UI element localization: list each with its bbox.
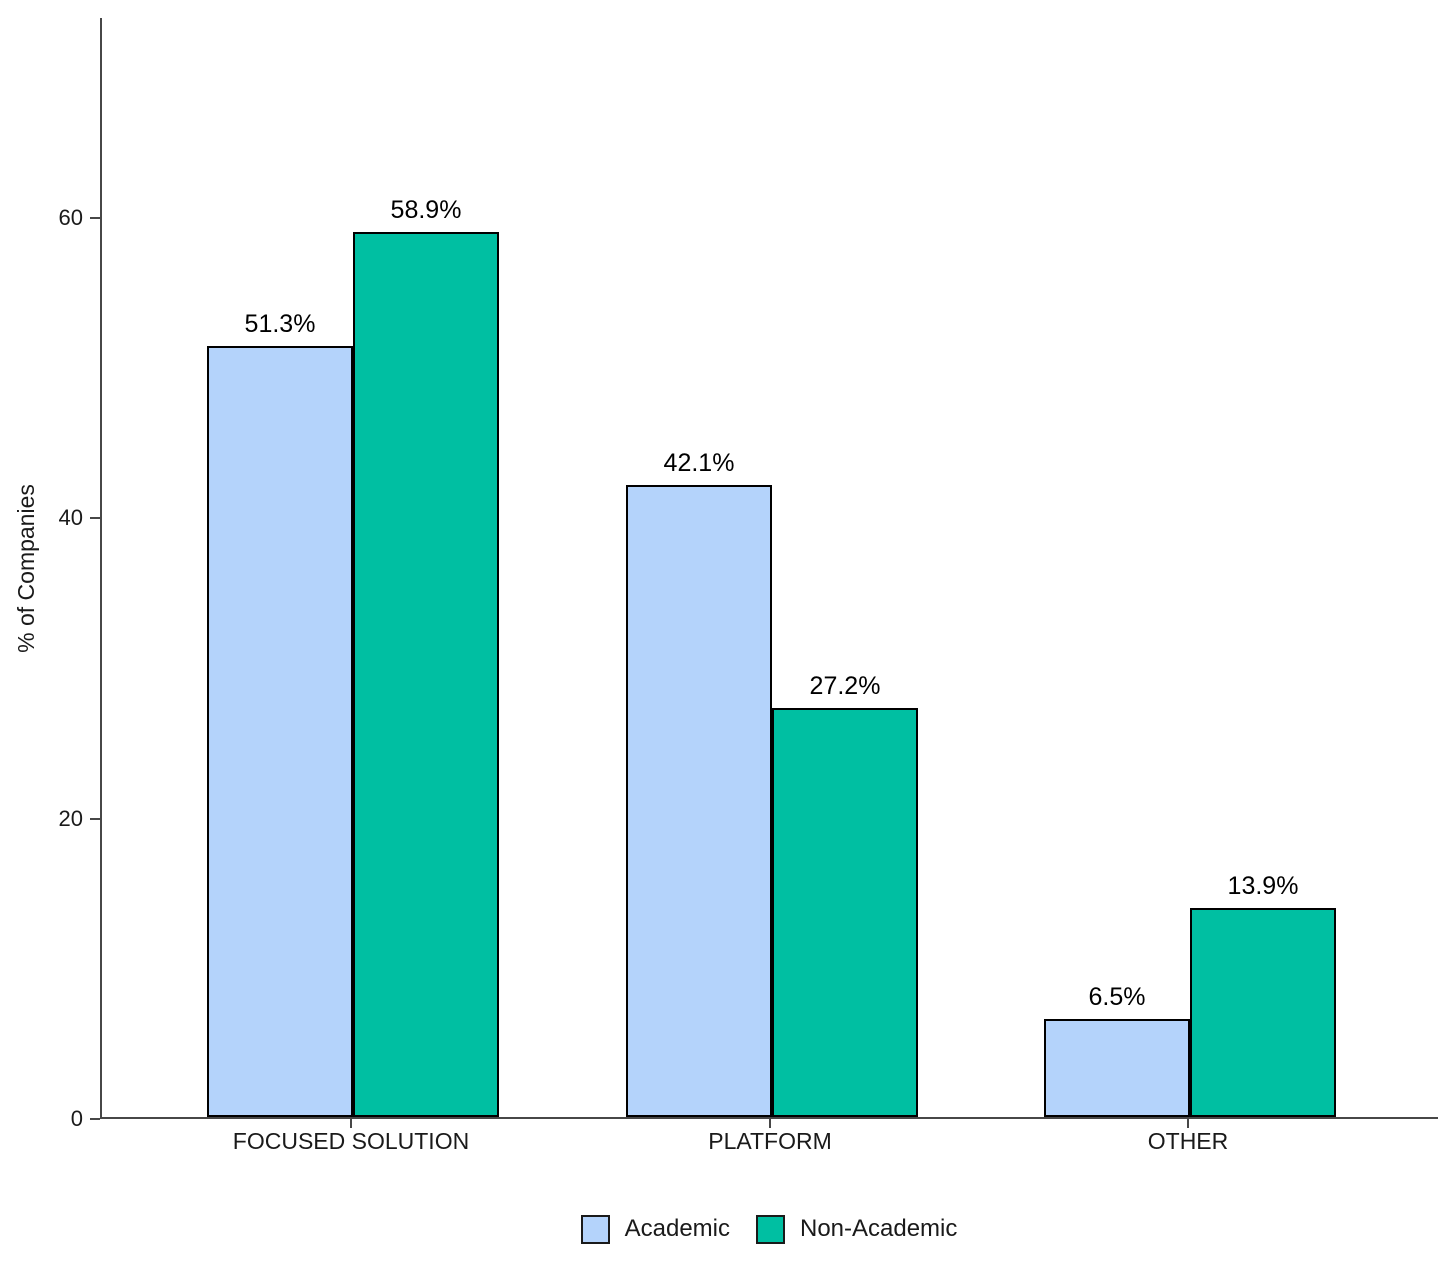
x-axis-tick [1187,1119,1189,1128]
bar-value-label-academic-other: 6.5% [1088,983,1146,1011]
y-axis-tick [90,216,100,219]
y-axis-tick [90,517,100,520]
x-axis-tick [350,1119,352,1128]
bar-academic-platform [626,485,772,1117]
y-axis-tick [90,817,100,820]
plot-area: 51.3% 58.9% 42.1% 27.2% 6.5% 13.9% [100,18,1438,1119]
y-axis-title-container: % of Companies [0,18,52,1119]
y-axis-tick-label: 40 [58,505,83,531]
bar-value-label-non-academic-other: 13.9% [1227,872,1299,900]
bar-non-academic-focused-solution [353,232,499,1117]
legend-swatch-academic [580,1214,610,1244]
legend-label-non-academic: Non-Academic [799,1215,958,1242]
bar-value-label-academic-focused-solution: 51.3% [244,310,316,338]
bar-academic-other [1044,1019,1190,1117]
bar-academic-focused-solution [207,346,353,1117]
y-axis-tick [90,1118,100,1120]
legend-label-academic: Academic [624,1215,730,1242]
legend-item-non-academic: Non-Academic [755,1214,958,1244]
legend-swatch-non-academic [755,1214,785,1244]
x-axis-category-label: OTHER [1147,1128,1229,1154]
legend-item-academic: Academic [580,1214,730,1244]
y-axis-tick-label: 60 [58,204,83,230]
y-axis-tick-label: 0 [70,1106,83,1131]
x-axis-category-label: FOCUSED SOLUTION [232,1128,470,1154]
y-axis-tick-label: 20 [58,805,83,831]
legend: Academic Non-Academic [100,1210,1438,1248]
bar-value-label-non-academic-focused-solution: 58.9% [390,196,462,224]
x-axis-category-label: PLATFORM [708,1128,832,1154]
x-axis-tick [769,1119,771,1128]
bar-value-label-academic-platform: 42.1% [663,449,735,477]
bar-value-label-non-academic-platform: 27.2% [809,672,881,700]
bar-non-academic-platform [772,708,918,1117]
bar-non-academic-other [1190,908,1336,1117]
